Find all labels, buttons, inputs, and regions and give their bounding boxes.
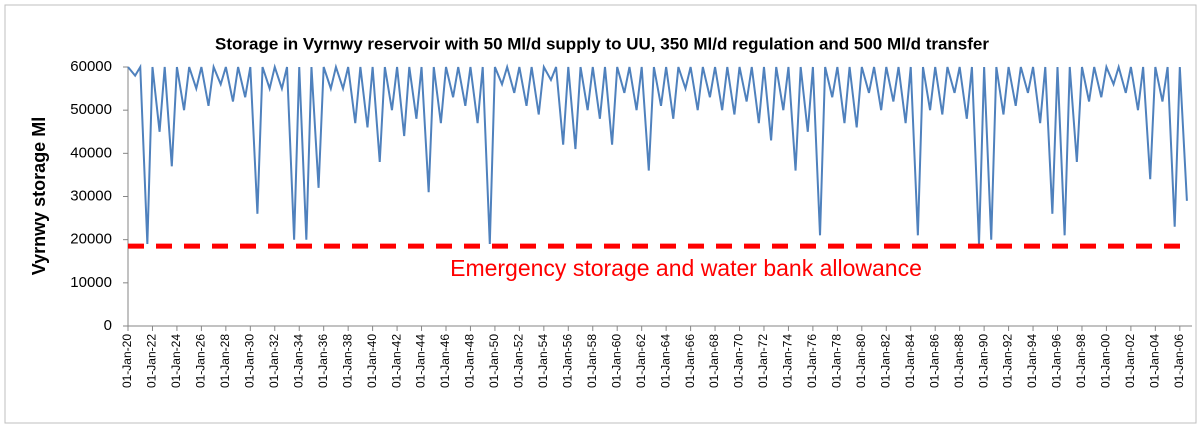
x-tick-label: 01-Jan-94: [1025, 334, 1039, 388]
y-tick-label: 40000: [70, 144, 112, 161]
x-tick-label: 01-Jan-22: [145, 334, 159, 388]
x-tick-label: 01-Jan-88: [952, 334, 966, 388]
y-tick-label: 0: [104, 317, 112, 334]
x-tick-label: 01-Jan-98: [1074, 334, 1088, 388]
x-tick-label: 01-Jan-92: [1001, 334, 1015, 388]
x-tick-label: 01-Jan-90: [976, 334, 990, 388]
x-tick-label: 01-Jan-64: [658, 334, 672, 388]
x-tick-label: 01-Jan-86: [927, 334, 941, 388]
x-tick-label: 01-Jan-44: [414, 334, 428, 388]
x-tick-label: 01-Jan-60: [609, 334, 623, 388]
x-tick-label: 01-Jan-78: [830, 334, 844, 388]
y-axis-label: Vyrnwy storage Ml: [29, 117, 49, 275]
x-tick-label: 01-Jan-58: [585, 334, 599, 388]
x-tick-label: 01-Jan-36: [316, 334, 330, 388]
x-tick-label: 01-Jan-72: [756, 334, 770, 388]
x-tick-label: 01-Jan-00: [1099, 334, 1113, 388]
y-tick-label: 50000: [70, 101, 112, 118]
x-tick-label: 01-Jan-50: [487, 334, 501, 388]
x-tick-label: 01-Jan-34: [291, 334, 305, 388]
chart-border: [4, 4, 1197, 424]
y-tick-label: 60000: [70, 58, 112, 75]
x-tick-label: 01-Jan-96: [1050, 334, 1064, 388]
x-tick-label: 01-Jan-28: [218, 334, 232, 388]
x-tick-label: 01-Jan-62: [634, 334, 648, 388]
x-tick-label: 01-Jan-84: [903, 334, 917, 388]
x-tick-label: 01-Jan-06: [1172, 334, 1186, 388]
x-tick-label: 01-Jan-56: [560, 334, 574, 388]
annotation: Emergency storage and water bank allowan…: [450, 255, 922, 281]
x-tick-label: 01-Jan-02: [1123, 334, 1137, 388]
x-tick-label: 01-Jan-80: [854, 334, 868, 388]
x-tick-label: 01-Jan-76: [805, 334, 819, 388]
x-tick-label: 01-Jan-54: [536, 334, 550, 388]
x-tick-label: 01-Jan-48: [463, 334, 477, 388]
x-tick-label: 01-Jan-40: [365, 334, 379, 388]
data-line: [127, 63, 1188, 245]
x-tick-label: 01-Jan-74: [781, 334, 795, 388]
x-tick-label: 01-Jan-42: [389, 334, 403, 388]
x-tick-label: 01-Jan-70: [732, 334, 746, 388]
x-tick-label: 01-Jan-32: [267, 334, 281, 388]
x-tick-label: 01-Jan-30: [242, 334, 256, 388]
x-tick-label: 01-Jan-82: [878, 334, 892, 388]
y-tick-label: 20000: [70, 231, 112, 248]
x-tick-label: 01-Jan-68: [707, 334, 721, 388]
x-tick-label: 01-Jan-26: [194, 334, 208, 388]
x-tick-label: 01-Jan-20: [120, 334, 134, 388]
annotation-bg: [380, 254, 992, 287]
x-tick-label: 01-Jan-04: [1148, 334, 1162, 388]
y-tick-label: 30000: [70, 187, 112, 204]
chart-title: Storage in Vyrnwy reservoir with 50 Ml/d…: [215, 34, 989, 53]
x-tick-label: 01-Jan-52: [512, 334, 526, 388]
x-tick-label: 01-Jan-66: [683, 334, 697, 388]
x-tick-label: 01-Jan-38: [340, 334, 354, 388]
x-tick-label: 01-Jan-24: [169, 334, 183, 388]
x-tick-label: 01-Jan-46: [438, 334, 452, 388]
y-tick-label: 10000: [70, 274, 112, 291]
